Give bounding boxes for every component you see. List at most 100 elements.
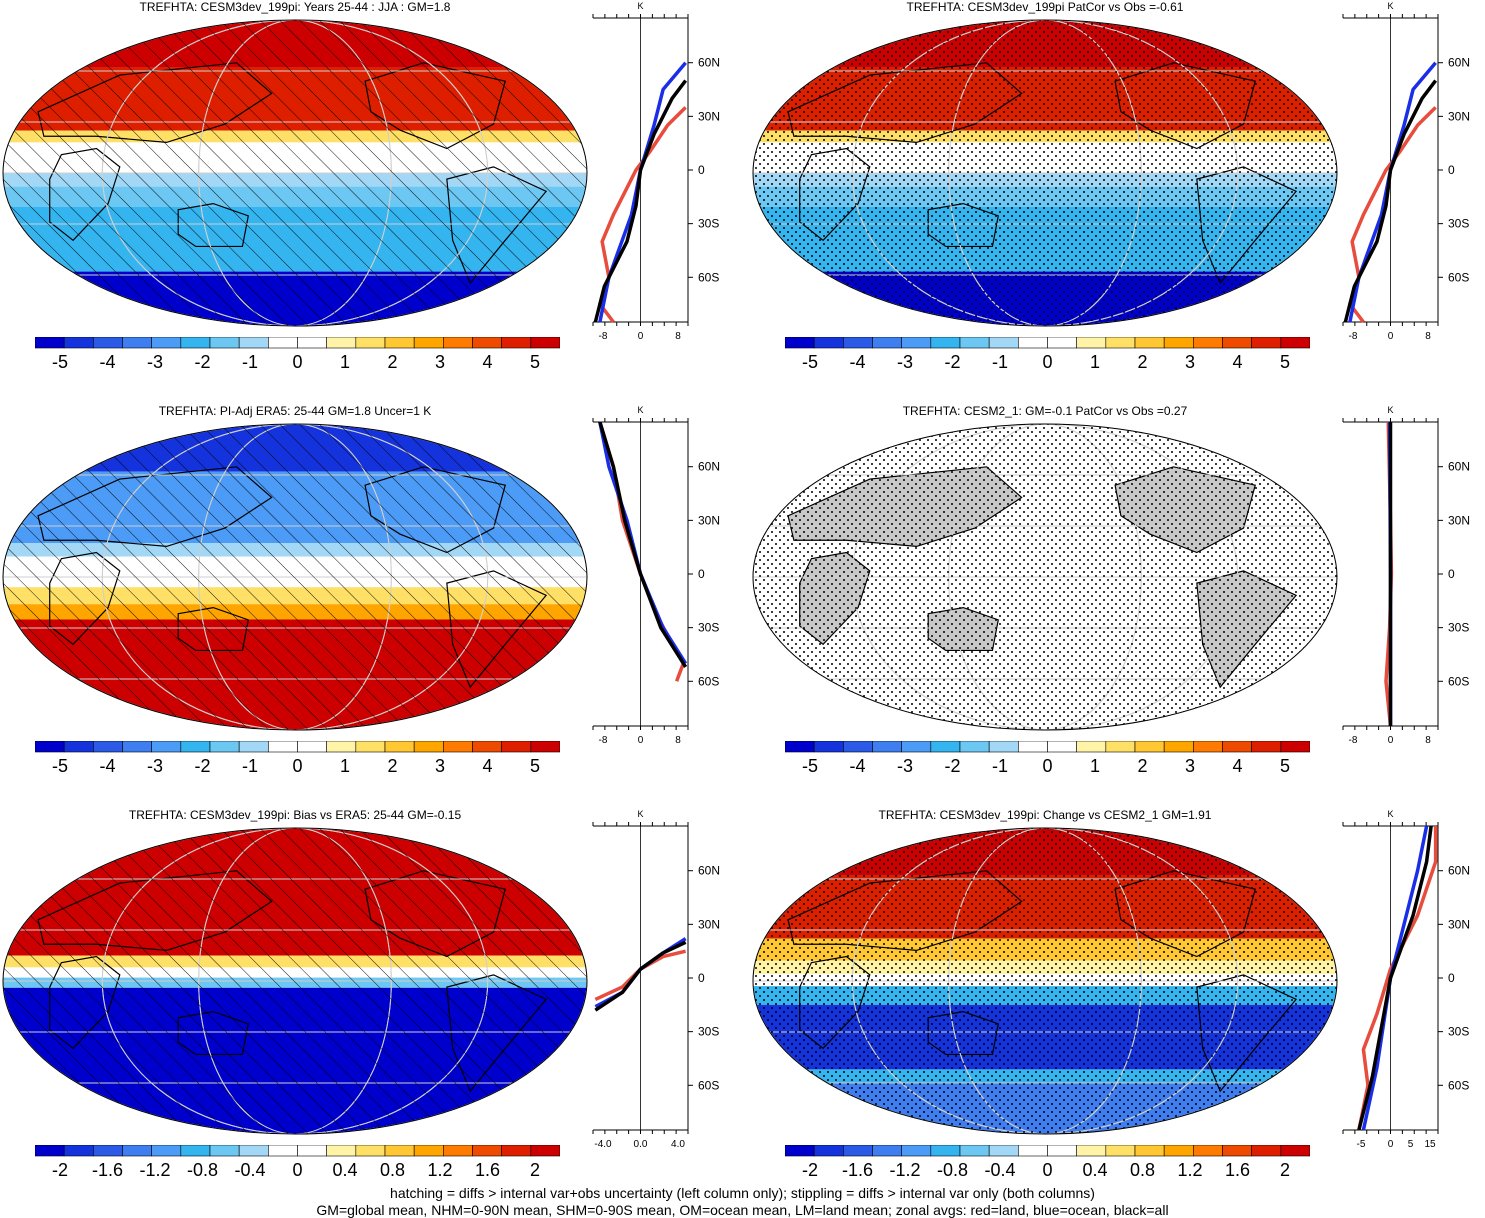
colorbar-swatch bbox=[813, 1145, 844, 1157]
latitude-label: 60N bbox=[698, 56, 720, 70]
colorbar-swatch bbox=[1134, 1145, 1165, 1157]
colorbar-tick-label: 5 bbox=[529, 352, 541, 372]
colorbar-tick-label: 4 bbox=[482, 352, 493, 372]
colorbar-swatch bbox=[384, 337, 415, 349]
colorbar-tick-label: 0 bbox=[1042, 756, 1053, 776]
panel-title-6: TREFHTA: CESM3dev_199pi: Change vs CESM2… bbox=[878, 808, 1212, 822]
zonal-profile-6: K 60N 30N 0 30S 60S -5 0 5 15 bbox=[1342, 809, 1470, 1150]
colorbar-swatch bbox=[901, 337, 932, 349]
colorbar-tick-label: -2 bbox=[801, 1160, 819, 1180]
colorbar-tick-label: -5 bbox=[51, 352, 69, 372]
panel-title-4: TREFHTA: CESM2_1: GM=-0.1 PatCor vs Obs … bbox=[902, 404, 1188, 418]
colorbar-tick-label: -1.6 bbox=[841, 1160, 874, 1180]
colorbar-6 bbox=[785, 1145, 1310, 1157]
colorbar-tick-label: 0 bbox=[292, 756, 303, 776]
profile-x-tick-label: 4.0 bbox=[671, 1139, 685, 1150]
profile-x-tick-label: 0 bbox=[638, 735, 644, 746]
zonal-profile-1: K 60N 30N 0 30S 60S -8 0 8 bbox=[592, 1, 720, 342]
colorbar-swatch bbox=[443, 741, 473, 753]
map-border bbox=[752, 827, 1338, 1135]
zonal-mean-all-line bbox=[593, 79, 688, 323]
colorbar-tick-label: 0 bbox=[292, 352, 303, 372]
colorbar-swatch bbox=[813, 741, 844, 753]
profile-unit-label: K bbox=[637, 1, 643, 11]
latitude-label: 30S bbox=[698, 217, 719, 231]
profile-x-tick-label: 0 bbox=[1388, 735, 1394, 746]
latitude-label: 30N bbox=[698, 513, 720, 527]
map-border bbox=[2, 19, 588, 327]
colorbar-swatch bbox=[988, 337, 1019, 349]
colorbar-tick-label: 4 bbox=[1232, 756, 1243, 776]
colorbar-labels-5: -2 -1.6 -1.2 -0.8 -0.4 0 0.4 0.8 1.2 1.6 2 bbox=[35, 1160, 560, 1182]
colorbar-tick-label: 1.6 bbox=[474, 1160, 501, 1180]
profile-x-tick-label: 5 bbox=[1408, 1139, 1414, 1150]
latitude-label: 0 bbox=[1448, 163, 1455, 177]
latitude-label: 30S bbox=[1448, 621, 1469, 635]
colorbar-tick-label: -1 bbox=[241, 352, 259, 372]
colorbar-swatch bbox=[268, 741, 298, 753]
footer-note-hatching: hatching = diffs > internal var+obs unce… bbox=[390, 1185, 1095, 1201]
colorbar-swatch bbox=[901, 1145, 932, 1157]
zonal-mean-ocean-line bbox=[1348, 61, 1437, 323]
colorbar-tick-label: 1 bbox=[1089, 352, 1101, 372]
latitude-label: 60S bbox=[698, 1078, 719, 1092]
colorbar-tick-label: 5 bbox=[529, 756, 541, 776]
colorbar-swatch bbox=[443, 337, 473, 349]
colorbar-swatch bbox=[930, 741, 961, 753]
colorbar-swatch bbox=[843, 337, 873, 349]
colorbar-tick-label: 5 bbox=[1279, 352, 1291, 372]
colorbar-swatch bbox=[180, 337, 211, 349]
colorbar-tick-label: -0.8 bbox=[186, 1160, 219, 1180]
colorbar-swatch bbox=[1280, 741, 1310, 753]
latitude-label: 30S bbox=[1448, 1025, 1469, 1039]
colorbar-tick-label: 0 bbox=[292, 1160, 303, 1180]
zonal-mean-all-line bbox=[1343, 79, 1438, 323]
colorbar-swatch bbox=[384, 1145, 415, 1157]
colorbar-swatch bbox=[501, 741, 532, 753]
colorbar-swatch bbox=[180, 741, 211, 753]
latitude-label: 0 bbox=[698, 971, 705, 985]
latitude-label: 60N bbox=[1448, 864, 1470, 878]
map-panel-1 bbox=[2, 19, 588, 327]
latitude-label: 0 bbox=[698, 163, 705, 177]
profile-x-tick-label: -8 bbox=[1349, 735, 1358, 746]
colorbar-tick-label: 1.2 bbox=[427, 1160, 453, 1180]
map-border bbox=[2, 827, 588, 1135]
colorbar-swatch bbox=[1193, 1145, 1223, 1157]
colorbar-swatch bbox=[93, 741, 123, 753]
colorbar-swatch bbox=[297, 741, 327, 753]
colorbar-swatch bbox=[1105, 741, 1136, 753]
colorbar-swatch bbox=[472, 337, 502, 349]
colorbar-tick-label: 3 bbox=[434, 756, 446, 776]
latitude-label: 30S bbox=[698, 621, 719, 635]
latitude-label: 60S bbox=[1448, 1078, 1469, 1092]
colorbar-swatch bbox=[1076, 337, 1107, 349]
profile-unit-label: K bbox=[1387, 1, 1393, 11]
colorbar-4 bbox=[785, 741, 1310, 753]
latitude-label: 60S bbox=[698, 674, 719, 688]
zonal-profile-4: K 60N 30N 0 30S 60S -8 0 8 bbox=[1342, 405, 1470, 746]
colorbar-swatch bbox=[1193, 337, 1223, 349]
zonal-mean-ocean-line bbox=[598, 421, 688, 665]
colorbar-tick-label: 0 bbox=[1042, 1160, 1053, 1180]
map-border bbox=[752, 423, 1338, 731]
colorbar-swatch bbox=[930, 1145, 961, 1157]
colorbar-swatch bbox=[384, 741, 415, 753]
latitude-label: 30S bbox=[1448, 217, 1469, 231]
colorbar-tick-label: 0.4 bbox=[332, 1160, 358, 1180]
latitude-label: 0 bbox=[1448, 971, 1455, 985]
latitude-label: 30N bbox=[1448, 513, 1470, 527]
colorbar-tick-label: -2 bbox=[944, 352, 961, 372]
colorbar-tick-label: -3 bbox=[146, 352, 164, 372]
colorbar-swatch bbox=[530, 337, 560, 349]
colorbar-swatch bbox=[959, 1145, 990, 1157]
colorbar-swatch bbox=[843, 741, 873, 753]
colorbar-swatch bbox=[1251, 741, 1282, 753]
colorbar-labels-6: -2 -1.6 -1.2 -0.8 -0.4 0 0.4 0.8 1.2 1.6 2 bbox=[785, 1160, 1310, 1182]
colorbar-tick-label: -5 bbox=[51, 756, 69, 776]
colorbar-tick-label: -3 bbox=[896, 352, 914, 372]
colorbar-tick-label: -1.6 bbox=[91, 1160, 124, 1180]
colorbar-tick-label: -0.4 bbox=[234, 1160, 266, 1180]
colorbar-tick-label: -3 bbox=[146, 756, 164, 776]
profile-x-tick-label: -8 bbox=[599, 331, 608, 342]
